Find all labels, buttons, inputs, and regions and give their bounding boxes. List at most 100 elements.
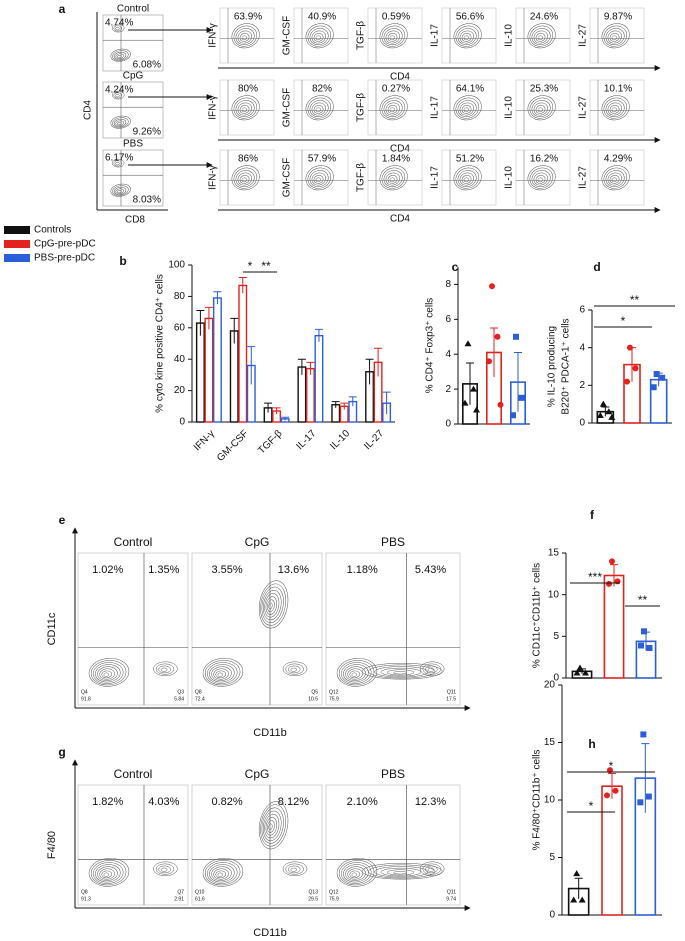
contour <box>211 666 232 681</box>
contour <box>529 167 554 189</box>
contour <box>235 28 255 45</box>
contour <box>235 100 255 117</box>
contour <box>282 861 308 877</box>
contour <box>453 23 482 49</box>
contour <box>155 663 175 675</box>
flow-plot <box>589 149 645 206</box>
contour <box>285 863 304 875</box>
flow-plot <box>191 552 323 706</box>
quadrant-value: 17.5 <box>446 696 456 702</box>
contour <box>287 665 301 674</box>
contour <box>313 33 324 42</box>
contour <box>305 23 334 49</box>
contour <box>260 583 286 626</box>
data-point <box>646 645 653 651</box>
flow-plot <box>515 79 571 136</box>
contour <box>115 162 120 166</box>
marker-label: GM-CSF <box>282 16 293 55</box>
y-tick-label: 80 <box>174 291 186 302</box>
contour <box>533 172 548 186</box>
contour <box>315 107 321 113</box>
legend-swatch <box>4 254 30 262</box>
contour <box>241 177 247 183</box>
significance: * <box>621 314 626 328</box>
significance: *** <box>588 570 602 584</box>
contour <box>361 862 443 880</box>
marker-label: TGF-β <box>356 163 367 192</box>
contour <box>385 172 400 186</box>
contour <box>202 858 244 887</box>
contour <box>535 33 546 42</box>
percent: 4.03% <box>148 796 179 808</box>
data-point <box>570 896 578 903</box>
legend-label: CpG-pre-pDC <box>34 239 96 250</box>
contour <box>213 668 229 680</box>
percent: 1.84% <box>382 154 410 165</box>
contour <box>531 28 551 45</box>
percent: 5.43% <box>415 564 446 576</box>
contour <box>455 97 480 119</box>
legend-swatch <box>4 240 30 248</box>
bar <box>603 574 625 679</box>
flow-plot <box>325 784 461 906</box>
axis-label: CD11c <box>46 612 58 645</box>
axis-label: CD4 <box>390 214 410 225</box>
error-bar <box>272 407 281 415</box>
percent: 82% <box>312 84 332 95</box>
contour <box>90 860 127 886</box>
percent: 16.2% <box>530 154 558 165</box>
contour <box>461 105 472 114</box>
flow-plot <box>367 7 423 64</box>
contour <box>239 33 250 42</box>
data-point <box>638 642 644 649</box>
data-point <box>578 896 586 903</box>
quadrant-name: Q13 <box>309 889 319 895</box>
contour <box>455 167 480 189</box>
error-bar <box>374 347 383 377</box>
marker-label: IFN-γ <box>208 165 219 189</box>
contour <box>258 580 289 629</box>
contour <box>385 102 400 116</box>
data-point <box>612 787 619 794</box>
contour <box>349 670 360 679</box>
error-bar <box>382 391 391 415</box>
contour <box>311 172 326 186</box>
error-bar <box>314 328 323 342</box>
group-name: PBS <box>123 139 143 150</box>
axis-label: CD11b <box>253 927 286 939</box>
y-tick-label: 20 <box>544 680 556 691</box>
contour <box>117 55 122 59</box>
contour <box>101 670 112 679</box>
contour <box>115 120 124 126</box>
data-point <box>489 283 495 290</box>
error-bar <box>230 317 239 344</box>
percent: 9.87% <box>604 12 632 23</box>
percent: 6.08% <box>133 60 161 71</box>
contour <box>607 30 622 44</box>
flow-plot <box>219 149 275 206</box>
contour <box>290 667 298 672</box>
contour <box>419 661 445 677</box>
quadrant-name: Q4 <box>81 689 88 695</box>
panel-letter: a <box>59 2 66 16</box>
x-tick-label: TGF-β <box>256 428 285 457</box>
error-bar <box>608 773 616 799</box>
axis-label: F4/80 <box>46 831 58 859</box>
percent: 10.1% <box>604 84 632 95</box>
contour <box>160 667 168 672</box>
group-name: CpG <box>123 71 144 82</box>
contour <box>603 97 628 119</box>
contour <box>117 190 122 194</box>
contour <box>609 105 620 114</box>
quadrant-value: 5.84 <box>174 696 184 702</box>
contour <box>215 670 226 679</box>
contour <box>386 669 415 676</box>
contour <box>607 172 622 186</box>
error-bar <box>331 401 340 408</box>
error-bar <box>365 358 374 385</box>
data-point <box>486 358 492 365</box>
percent: 1.18% <box>347 564 378 576</box>
group-name: Control <box>114 535 153 549</box>
contour <box>209 864 235 883</box>
contour <box>368 864 436 879</box>
